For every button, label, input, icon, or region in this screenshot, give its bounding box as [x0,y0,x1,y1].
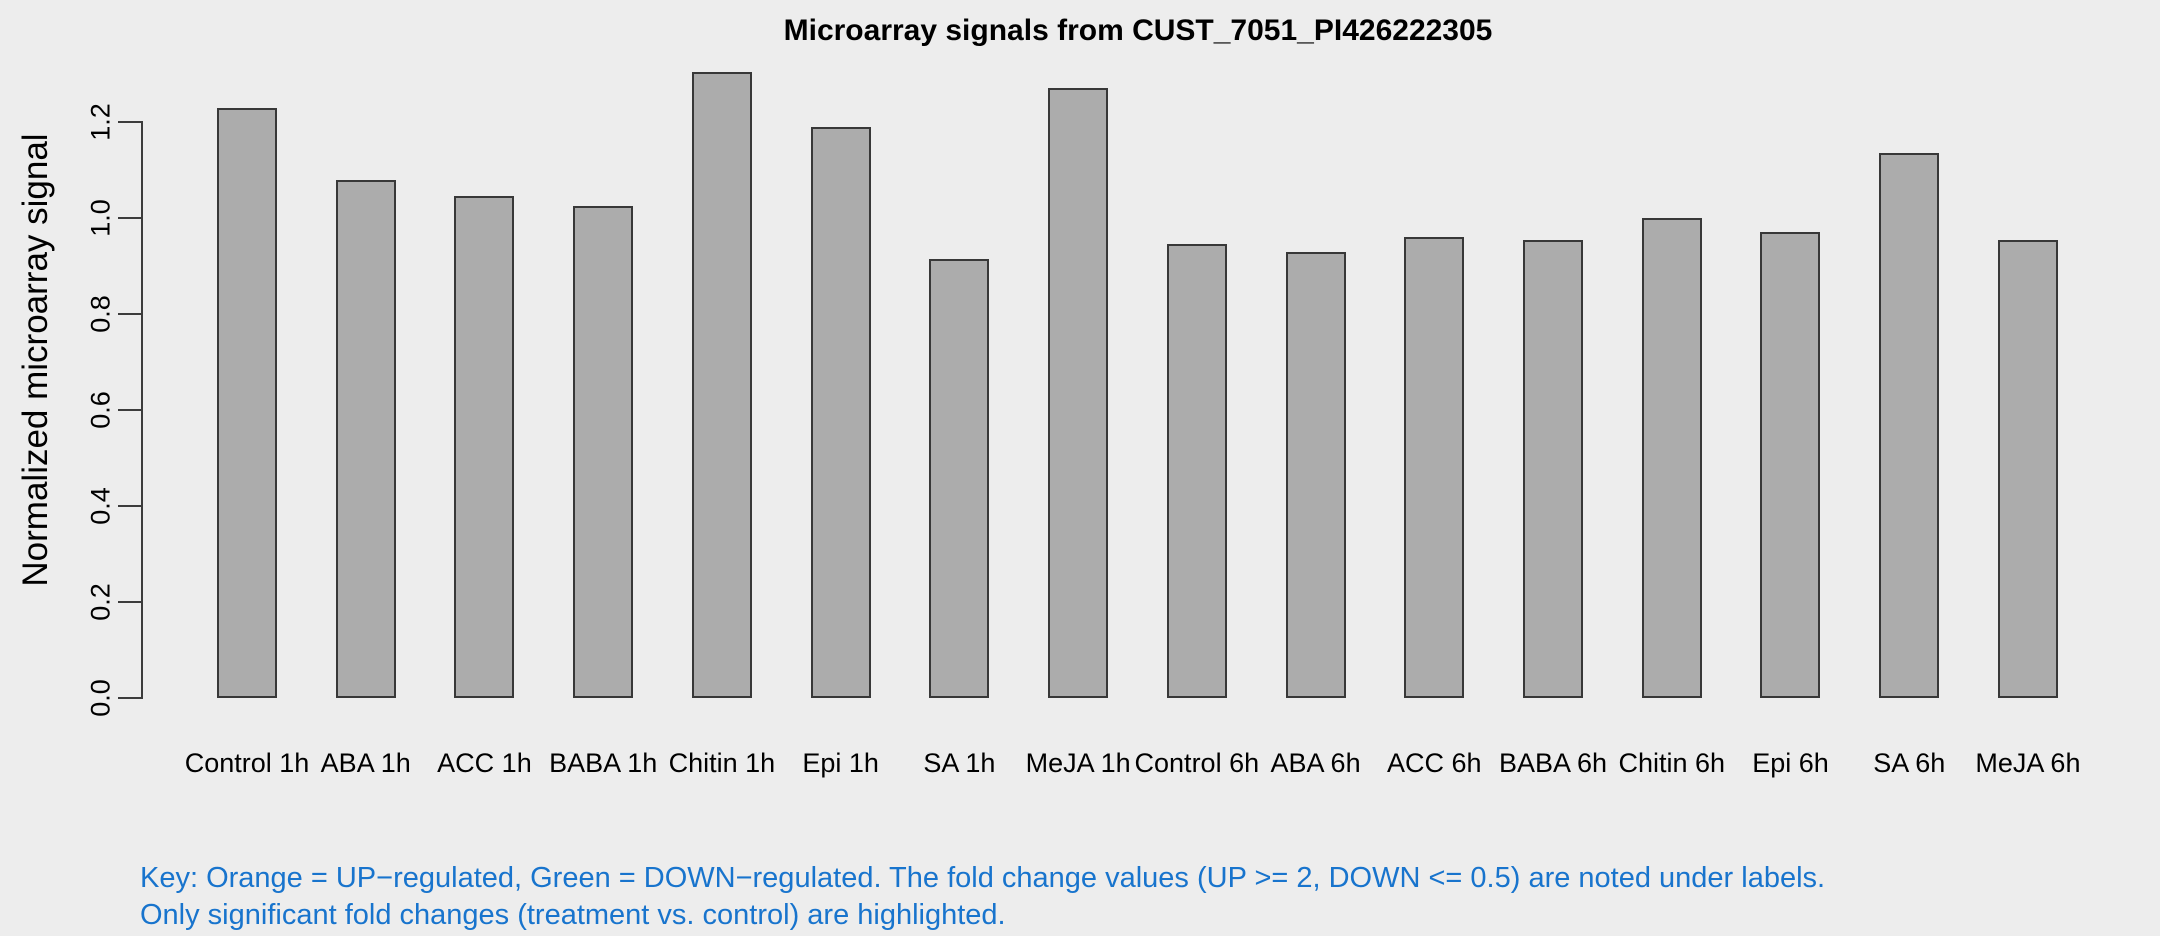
y-tick-mark [118,313,143,315]
x-axis-label: BABA 6h [1498,748,1608,778]
x-axis-label: Chitin 1h [668,748,776,778]
x-axis-label: Epi 1h [802,748,879,778]
x-axis-label: SA 1h [923,748,996,778]
bar-meja-1h [1048,88,1109,698]
y-tick-label-text: 1.2 [85,103,116,141]
chart-title: Microarray signals from CUST_7051_PI4262… [783,14,1493,47]
bar-aba-1h [335,179,396,698]
y-tick-label-text: 0.4 [85,487,116,525]
bar-chitin-1h [691,71,752,698]
bar-baba-1h [573,206,634,698]
x-axis-label: Chitin 6h [1618,748,1726,778]
y-tick-mark [118,601,143,603]
y-tick-label-text: 0.0 [85,679,116,717]
y-tick-mark [118,505,143,507]
key-note-line2: Only significant fold changes (treatment… [140,899,1006,931]
y-tick-label-text: 0.8 [85,295,116,333]
bar-acc-6h [1404,237,1465,698]
x-axis-label: SA 6h [1873,748,1946,778]
y-axis-title-text: Normalized microarray signal [16,133,55,587]
x-axis-label: ABA 6h [1270,748,1361,778]
bar-sa-1h [929,258,990,698]
bar-epi-1h [810,126,871,698]
y-tick-label-text: 0.6 [85,391,116,429]
y-tick-mark [118,217,143,219]
x-axis-label: Control 1h [184,748,310,778]
x-axis-label: Control 6h [1134,748,1260,778]
bar-acc-1h [454,196,515,698]
bar-epi-6h [1760,232,1821,698]
x-axis-label: MeJA 1h [1025,748,1131,778]
bar-baba-6h [1523,239,1584,698]
y-tick-mark [118,409,143,411]
x-axis-label: Epi 6h [1752,748,1829,778]
y-tick-label-text: 1.0 [85,199,116,237]
bar-meja-6h [1997,239,2058,698]
bar-control-1h [217,107,277,698]
bar-sa-6h [1879,153,1940,698]
x-axis-label: ACC 6h [1387,748,1482,778]
bar-aba-6h [1285,251,1346,698]
y-tick-mark [118,121,143,123]
key-note-line1: Key: Orange = UP−regulated, Green = DOWN… [140,862,1826,894]
y-tick-mark [118,697,143,699]
x-axis-label: ACC 1h [437,748,532,778]
x-axis-label: MeJA 6h [1975,748,2081,778]
bar-control-6h [1166,244,1227,698]
y-tick-label-text: 0.2 [85,583,116,621]
x-axis-label: ABA 1h [320,748,411,778]
x-axis-label: BABA 1h [549,748,658,778]
bar-chitin-6h [1641,218,1702,698]
